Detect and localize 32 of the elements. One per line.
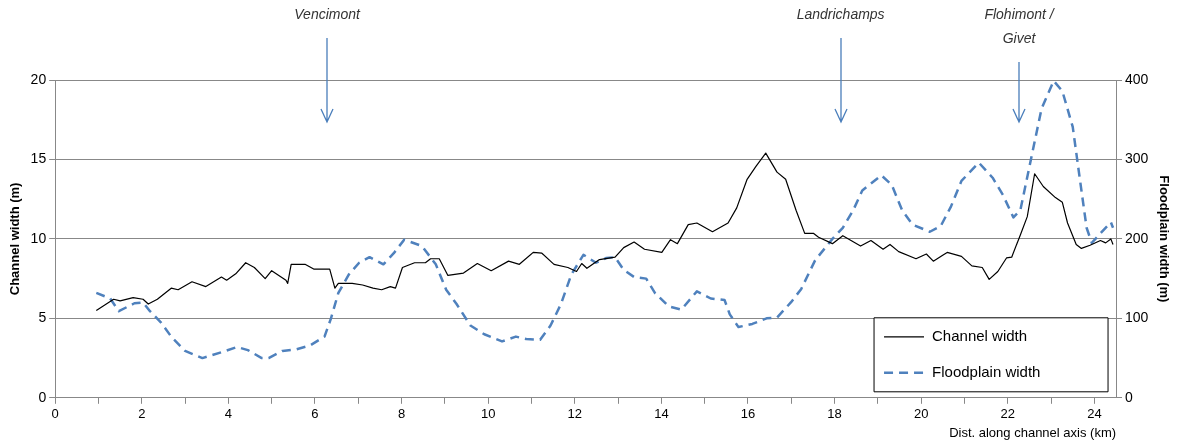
y-tick-label: 10 bbox=[30, 229, 47, 246]
ref-line-label: Landrichamps bbox=[796, 5, 885, 22]
x-tick-label: 4 bbox=[224, 406, 232, 422]
y2-tick-label: 0 bbox=[1125, 388, 1134, 405]
x-tick-label: 6 bbox=[311, 406, 319, 422]
x-tick-label: 2 bbox=[138, 406, 146, 422]
y2-tick-label: 100 bbox=[1125, 309, 1149, 326]
x-tick-label: 22 bbox=[1000, 406, 1016, 422]
x-tick-label: 20 bbox=[913, 406, 929, 422]
x-tick-label: 24 bbox=[1087, 406, 1102, 422]
y-tick-label: 20 bbox=[30, 70, 47, 87]
ref-line-label: Vencimont bbox=[294, 5, 362, 22]
y2-tick-label: 400 bbox=[1125, 70, 1149, 87]
y-tick-label: 15 bbox=[30, 150, 47, 167]
x-tick-label: 8 bbox=[397, 406, 406, 422]
y2-axis-title: Floodplain width (m) bbox=[1156, 175, 1172, 303]
y2-tick-label: 300 bbox=[1125, 150, 1149, 167]
ref-line-label: Flohimont / Givet bbox=[984, 5, 1056, 46]
line-series bbox=[95, 80, 1115, 360]
x-tick-label: 0 bbox=[51, 406, 59, 422]
y-axis-title: Channel width (m) bbox=[7, 182, 23, 296]
x-tick-label: 10 bbox=[480, 406, 496, 422]
legend-label: Channel width bbox=[932, 326, 1028, 344]
y2-tick-label: 200 bbox=[1125, 229, 1149, 246]
legend-label: Floodplain width bbox=[932, 362, 1041, 380]
x-tick-label: 14 bbox=[654, 406, 669, 422]
y-tick-label: 0 bbox=[38, 388, 47, 405]
x-tick-label: 16 bbox=[740, 406, 756, 422]
y-tick-label: 5 bbox=[38, 309, 47, 326]
x-tick-label: 18 bbox=[827, 406, 842, 422]
x-axis-title: Dist. along channel axis (km) bbox=[949, 424, 1117, 440]
x-tick-label: 12 bbox=[567, 406, 583, 422]
